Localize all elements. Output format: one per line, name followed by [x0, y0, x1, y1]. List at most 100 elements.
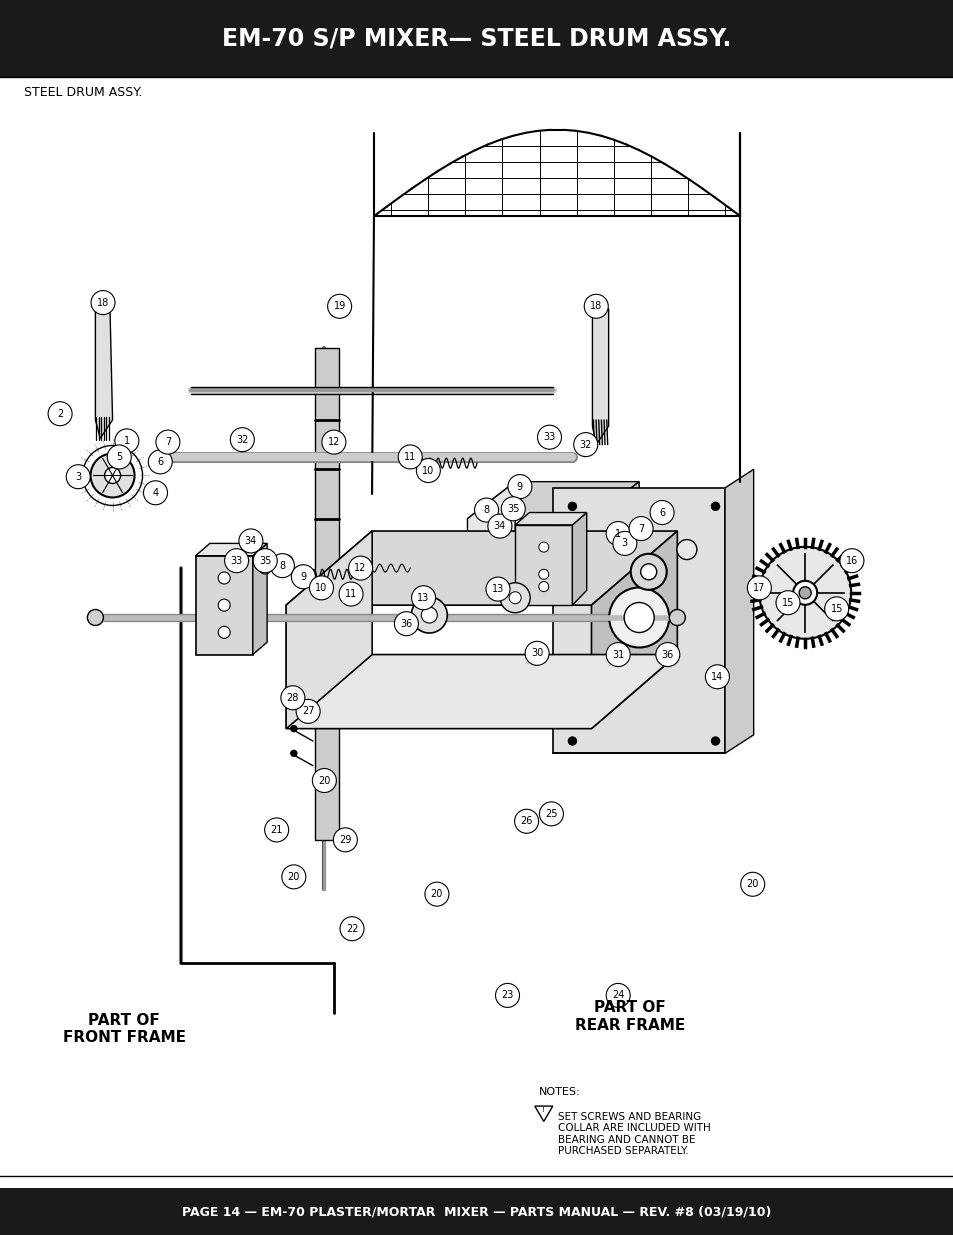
Polygon shape	[467, 482, 639, 519]
Circle shape	[411, 585, 436, 610]
Text: 29: 29	[339, 835, 351, 845]
Polygon shape	[467, 482, 515, 605]
Text: 7: 7	[638, 524, 643, 534]
Text: 25: 25	[544, 809, 558, 819]
Circle shape	[630, 553, 666, 590]
Text: 15: 15	[830, 604, 841, 614]
Circle shape	[823, 597, 848, 621]
Circle shape	[264, 818, 289, 842]
Text: 31: 31	[612, 650, 623, 659]
Polygon shape	[286, 655, 677, 729]
Circle shape	[91, 453, 134, 498]
Polygon shape	[553, 488, 724, 753]
Text: 33: 33	[231, 556, 242, 566]
Circle shape	[649, 500, 674, 525]
Text: 2: 2	[57, 409, 63, 419]
Text: 18: 18	[97, 298, 109, 308]
Text: 8: 8	[483, 505, 489, 515]
Text: 36: 36	[661, 650, 673, 659]
Text: 13: 13	[492, 584, 503, 594]
Circle shape	[309, 576, 334, 600]
Text: 6: 6	[157, 457, 163, 467]
Text: PAGE 14 — EM-70 PLASTER/MORTAR  MIXER — PARTS MANUAL — REV. #8 (03/19/10): PAGE 14 — EM-70 PLASTER/MORTAR MIXER — P…	[182, 1205, 771, 1218]
Text: 11: 11	[345, 589, 356, 599]
Circle shape	[605, 983, 630, 1008]
Circle shape	[538, 802, 563, 826]
Text: 1: 1	[124, 436, 130, 446]
Polygon shape	[95, 296, 112, 438]
Bar	[0, 1188, 953, 1235]
Polygon shape	[286, 531, 372, 729]
Text: 20: 20	[288, 872, 299, 882]
Text: 36: 36	[400, 619, 412, 629]
Circle shape	[107, 445, 132, 469]
Circle shape	[281, 864, 306, 889]
Polygon shape	[591, 531, 677, 729]
Text: 9: 9	[300, 572, 306, 582]
Text: 26: 26	[520, 816, 532, 826]
Text: 23: 23	[501, 990, 513, 1000]
Circle shape	[48, 401, 72, 426]
Circle shape	[568, 737, 576, 745]
Circle shape	[424, 882, 449, 906]
Circle shape	[583, 294, 608, 319]
Text: PART OF
FRONT FRAME: PART OF FRONT FRAME	[63, 1013, 185, 1045]
Circle shape	[538, 542, 548, 552]
Circle shape	[339, 916, 364, 941]
Text: 6: 6	[659, 508, 664, 517]
Circle shape	[538, 582, 548, 592]
Text: 17: 17	[753, 583, 764, 593]
Text: 18: 18	[590, 301, 601, 311]
Text: 16: 16	[845, 556, 857, 566]
Circle shape	[394, 611, 418, 636]
Text: 9: 9	[517, 482, 522, 492]
Text: 7: 7	[165, 437, 171, 447]
Circle shape	[628, 516, 653, 541]
Text: NOTES:: NOTES:	[538, 1087, 580, 1097]
Circle shape	[230, 427, 254, 452]
Polygon shape	[515, 513, 586, 525]
Text: PART OF
REAR FRAME: PART OF REAR FRAME	[574, 1000, 684, 1032]
Circle shape	[500, 496, 525, 521]
Polygon shape	[591, 482, 639, 605]
Circle shape	[397, 445, 422, 469]
Text: 10: 10	[422, 466, 434, 475]
Circle shape	[348, 556, 373, 580]
Circle shape	[291, 564, 315, 589]
Circle shape	[740, 872, 764, 897]
Polygon shape	[724, 469, 753, 753]
Circle shape	[321, 430, 346, 454]
Circle shape	[524, 641, 549, 666]
Circle shape	[509, 592, 520, 604]
Circle shape	[495, 983, 519, 1008]
Circle shape	[605, 521, 630, 546]
Circle shape	[507, 474, 532, 499]
Circle shape	[259, 562, 271, 574]
Circle shape	[711, 737, 719, 745]
Text: 32: 32	[236, 435, 248, 445]
Circle shape	[775, 590, 800, 615]
Text: 5: 5	[116, 452, 122, 462]
Polygon shape	[286, 531, 677, 605]
Circle shape	[338, 582, 363, 606]
Text: 20: 20	[746, 879, 758, 889]
Bar	[0, 0, 953, 77]
Text: 30: 30	[531, 648, 542, 658]
Text: 34: 34	[245, 536, 256, 546]
Circle shape	[218, 572, 230, 584]
Polygon shape	[195, 556, 253, 655]
Circle shape	[253, 548, 277, 573]
Text: STEEL DRUM ASSY.: STEEL DRUM ASSY.	[24, 86, 142, 99]
Text: 11: 11	[404, 452, 416, 462]
Circle shape	[669, 610, 684, 625]
Circle shape	[677, 540, 696, 559]
Text: 3: 3	[621, 538, 627, 548]
Circle shape	[291, 726, 296, 731]
Polygon shape	[572, 513, 586, 605]
Text: 3: 3	[75, 472, 81, 482]
Circle shape	[623, 603, 654, 632]
Text: 12: 12	[328, 437, 339, 447]
Text: 33: 33	[543, 432, 555, 442]
Polygon shape	[592, 309, 608, 445]
Polygon shape	[195, 543, 267, 556]
